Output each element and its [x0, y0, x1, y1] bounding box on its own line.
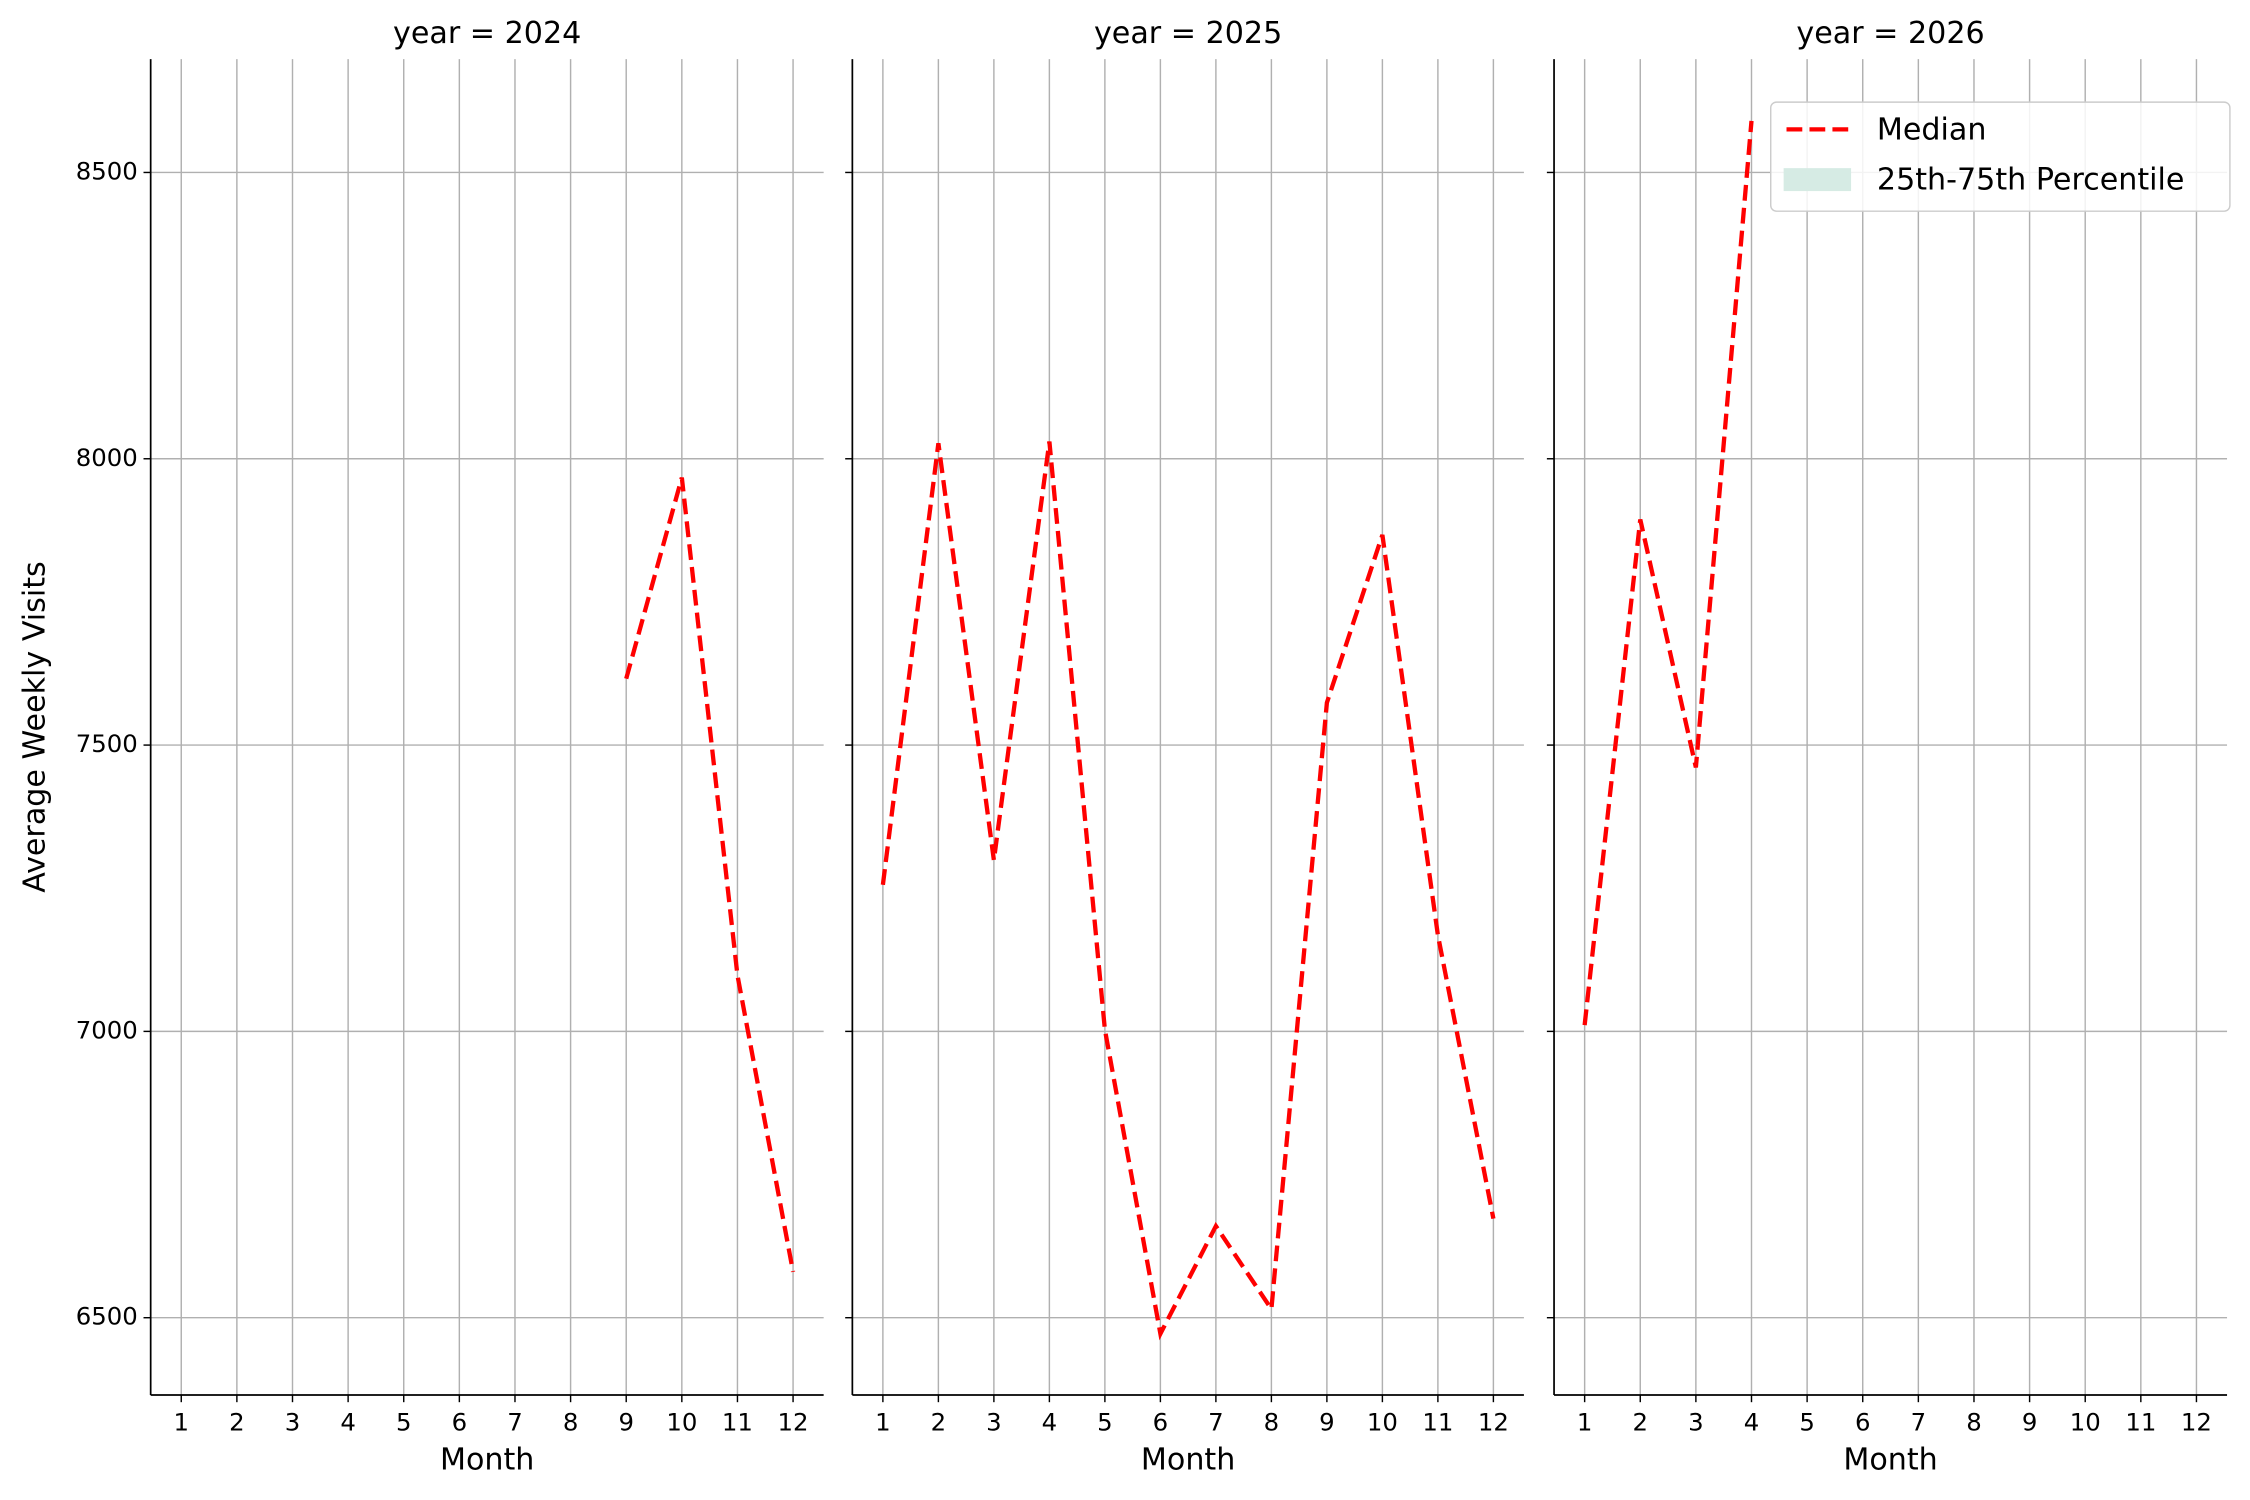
legend-box — [1770, 101, 2231, 212]
x-tick-label: 6 — [452, 1408, 468, 1437]
x-tick-label: 1 — [1577, 1408, 1593, 1437]
median-line — [624, 477, 796, 1273]
x-tick-label: 11 — [2125, 1408, 2156, 1437]
median-line — [880, 441, 1496, 1341]
x-axis-label: Month — [1141, 1443, 1235, 1478]
x-tick-label: 9 — [618, 1408, 634, 1437]
x-tick-label: 10 — [666, 1408, 697, 1437]
x-tick-label: 4 — [1042, 1408, 1058, 1437]
legend-label: 25th-75th Percentile — [1877, 163, 2185, 198]
x-tick-label: 10 — [2070, 1408, 2101, 1437]
x-tick-label: 5 — [1799, 1408, 1815, 1437]
y-tick-label: 6500 — [76, 1302, 138, 1331]
x-tick-label: 3 — [285, 1408, 301, 1437]
legend-label: Median — [1877, 112, 1987, 147]
y-tick-label: 7500 — [76, 729, 138, 758]
x-tick-label: 4 — [340, 1408, 356, 1437]
x-tick-label: 8 — [563, 1408, 579, 1437]
panel-title: year = 2026 — [1796, 16, 1984, 51]
x-tick-label: 6 — [1153, 1408, 1169, 1437]
x-tick-label: 7 — [1208, 1408, 1224, 1437]
y-tick-label: 7000 — [76, 1015, 138, 1044]
x-axis-label: Month — [440, 1443, 534, 1478]
x-tick-label: 12 — [2181, 1408, 2212, 1437]
panel-title: year = 2024 — [393, 16, 581, 51]
x-tick-label: 2 — [229, 1408, 245, 1437]
x-axis-label: Month — [1843, 1443, 1937, 1478]
x-tick-label: 2 — [1633, 1408, 1649, 1437]
panel-title: year = 2025 — [1094, 16, 1282, 51]
x-tick-label: 1 — [875, 1408, 891, 1437]
x-tick-label: 1 — [174, 1408, 190, 1437]
x-tick-label: 5 — [396, 1408, 412, 1437]
y-tick-label: 8000 — [76, 443, 138, 472]
x-tick-label: 6 — [1855, 1408, 1871, 1437]
y-axis-label: Average Weekly Visits — [17, 561, 52, 892]
x-tick-label: 11 — [722, 1408, 753, 1437]
x-tick-label: 2 — [931, 1408, 947, 1437]
x-tick-label: 3 — [986, 1408, 1002, 1437]
x-tick-label: 12 — [1478, 1408, 1509, 1437]
x-tick-label: 9 — [2022, 1408, 2038, 1437]
x-tick-label: 7 — [1911, 1408, 1927, 1437]
x-tick-label: 9 — [1319, 1408, 1335, 1437]
x-tick-label: 3 — [1688, 1408, 1704, 1437]
median-line — [1582, 120, 1754, 1026]
x-tick-label: 5 — [1097, 1408, 1113, 1437]
x-tick-label: 8 — [1264, 1408, 1280, 1437]
x-tick-label: 10 — [1367, 1408, 1398, 1437]
x-tick-label: 11 — [1422, 1408, 1453, 1437]
x-tick-label: 8 — [1966, 1408, 1982, 1437]
x-tick-label: 12 — [778, 1408, 809, 1437]
legend-patch — [1783, 168, 1852, 192]
x-tick-label: 4 — [1744, 1408, 1760, 1437]
y-tick-label: 8500 — [76, 156, 138, 185]
x-tick-label: 7 — [507, 1408, 523, 1437]
